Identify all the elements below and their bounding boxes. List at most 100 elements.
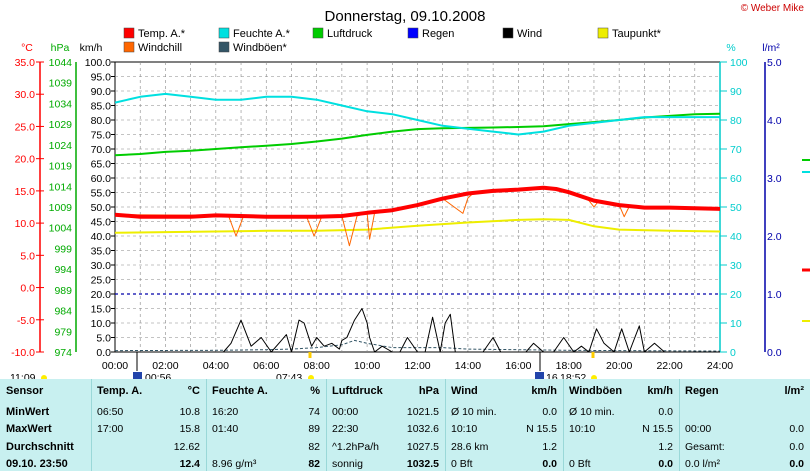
pressure-tick-label: 1034 bbox=[49, 98, 73, 110]
table-cell-value: 0.0 bbox=[658, 458, 673, 470]
rain-tick-label: 0.0 bbox=[767, 347, 782, 359]
wind-tick-label: 75.0 bbox=[91, 130, 112, 142]
rain-tick-label: 4.0 bbox=[767, 115, 782, 127]
wind-tick-label: 30.0 bbox=[91, 260, 112, 272]
table-cell-value: 0.0 bbox=[542, 406, 557, 418]
table-cell-time: 22:30 bbox=[332, 423, 359, 435]
table-cell-time: 0 Bft bbox=[451, 458, 473, 470]
temp-tick-label: -5.0 bbox=[17, 315, 35, 327]
temp-tick-label: 0.0 bbox=[20, 283, 35, 295]
temp-tick-label: -10.0 bbox=[11, 347, 35, 359]
time-tick-label: 08:00 bbox=[304, 360, 330, 372]
temp-axis-unit: °C bbox=[21, 42, 33, 54]
table-cell-value: 1032.6 bbox=[406, 423, 439, 435]
legend-label: Wind bbox=[517, 28, 542, 40]
table-cell-value: 0.0 bbox=[789, 441, 804, 453]
wind-tick-label: 70.0 bbox=[91, 144, 112, 156]
time-tick-label: 16:00 bbox=[505, 360, 531, 372]
legend-label: Windchill bbox=[138, 42, 182, 54]
time-tick-label: 20:00 bbox=[606, 360, 632, 372]
pressure-axis-unit: hPa bbox=[51, 42, 70, 54]
table-header: Feuchte A. bbox=[212, 385, 268, 397]
pressure-tick-label: 979 bbox=[54, 326, 72, 338]
table-row-label: MaxWert bbox=[6, 423, 52, 435]
rain-tick-label: 5.0 bbox=[767, 57, 782, 69]
table-header-unit: °C bbox=[187, 385, 200, 397]
legend-label: Temp. A.* bbox=[138, 28, 186, 40]
rain-axis-unit: l/m² bbox=[762, 42, 780, 54]
table-cell-time: 06:50 bbox=[97, 406, 124, 418]
table-cell-time: 00:00 bbox=[685, 423, 712, 435]
wind-tick-label: 85.0 bbox=[91, 101, 112, 113]
sunrise-icon bbox=[308, 375, 314, 379]
temp-tick-label: 5.0 bbox=[20, 250, 35, 262]
humidity-axis-unit: % bbox=[726, 42, 735, 54]
table-cell-value: 89 bbox=[308, 423, 320, 435]
table-cell-time: Ø 10 min. bbox=[451, 406, 497, 418]
sunrise-label: 07:43 bbox=[276, 372, 302, 379]
humidity-tick-label: 90 bbox=[730, 86, 742, 98]
sunset-label: 18:52 bbox=[560, 372, 586, 379]
wind-tick-label: 10.0 bbox=[91, 318, 112, 330]
wind-tick-label: 5.0 bbox=[96, 333, 111, 345]
table-cell-value: 1021.5 bbox=[406, 406, 439, 418]
table-cell-value: 1.2 bbox=[542, 441, 557, 453]
legend-swatch bbox=[312, 27, 324, 39]
rain-tick-label: 2.0 bbox=[767, 231, 782, 243]
table-cell-value: 82 bbox=[308, 441, 320, 453]
table-cell-value: 12.4 bbox=[179, 458, 200, 470]
temp-tick-label: 25.0 bbox=[15, 121, 36, 133]
time-tick-label: 10:00 bbox=[354, 360, 380, 372]
credit-text: © Weber Mike bbox=[741, 3, 805, 14]
statistics-table: Sensor Temp. A. °C Feuchte A.% Luftdruck hPa W… bbox=[0, 379, 810, 471]
table-row-label: 09.10. 23:50 bbox=[6, 458, 68, 470]
table-cell-value: 0.0 bbox=[542, 458, 557, 470]
wind-tick-label: 55.0 bbox=[91, 188, 112, 200]
table-header-unit: % bbox=[310, 385, 320, 397]
table-cell-time: 28.6 km bbox=[451, 441, 489, 453]
legend-label: Taupunkt* bbox=[612, 28, 662, 40]
legend-label: Windböen* bbox=[233, 42, 288, 54]
table-column-divider bbox=[206, 379, 207, 471]
day-start-label: 11:09 bbox=[10, 372, 36, 379]
table-cell-value: N 15.5 bbox=[526, 423, 557, 435]
wind-tick-label: 95.0 bbox=[91, 72, 112, 84]
temp-tick-label: 20.0 bbox=[15, 154, 36, 166]
pressure-tick-label: 1014 bbox=[49, 181, 73, 193]
wind-tick-label: 90.0 bbox=[91, 86, 112, 98]
pressure-tick-label: 1039 bbox=[49, 78, 73, 90]
table-header: Regen bbox=[685, 385, 719, 397]
wind-tick-label: 40.0 bbox=[91, 231, 112, 243]
table-row-label: Durchschnitt bbox=[6, 441, 74, 453]
table-column-divider bbox=[679, 379, 680, 471]
table-cell-time: Gesamt: bbox=[685, 441, 725, 453]
wind-tick-label: 0.0 bbox=[96, 347, 111, 359]
temp-tick-label: 35.0 bbox=[15, 57, 36, 69]
table-cell-time: ^1.2hPa/h bbox=[332, 441, 379, 453]
series-line-temp-a bbox=[114, 185, 721, 219]
pressure-tick-label: 994 bbox=[54, 264, 72, 276]
time-tick-label: 04:00 bbox=[203, 360, 229, 372]
pressure-tick-label: 974 bbox=[54, 347, 72, 359]
humidity-tick-label: 10 bbox=[730, 318, 742, 330]
table-cell-value: 0.0 bbox=[658, 406, 673, 418]
rain-tick-label: 1.0 bbox=[767, 289, 782, 301]
legend-label: Feuchte A.* bbox=[233, 28, 291, 40]
table-cell-time: 17:00 bbox=[97, 423, 124, 435]
table-header: Windböen bbox=[569, 385, 623, 397]
pressure-tick-label: 1029 bbox=[49, 119, 73, 131]
pressure-tick-label: 989 bbox=[54, 285, 72, 297]
time-tick-label: 06:00 bbox=[253, 360, 279, 372]
legend-swatch bbox=[123, 27, 135, 39]
table-column-divider bbox=[563, 379, 564, 471]
table-cell-time: 10:10 bbox=[569, 423, 596, 435]
legend-swatch bbox=[597, 27, 609, 39]
legend-label: Regen bbox=[422, 28, 454, 40]
table-cell-value: 82 bbox=[308, 458, 320, 470]
pressure-tick-label: 984 bbox=[54, 306, 72, 318]
legend-swatch bbox=[218, 27, 230, 39]
rain-tick-label: 3.0 bbox=[767, 173, 782, 185]
series-line-windböen bbox=[114, 339, 721, 352]
table-header: Sensor bbox=[6, 385, 44, 397]
table-cell-value: 12.62 bbox=[173, 441, 200, 453]
